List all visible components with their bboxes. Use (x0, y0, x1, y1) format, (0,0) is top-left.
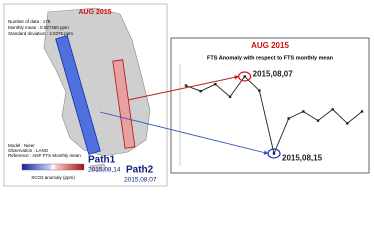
path-date: 2015,08,14 (88, 167, 121, 174)
point (360, 110, 364, 113)
note: Observation : LANG (8, 148, 49, 153)
point (316, 119, 320, 122)
point (272, 152, 276, 155)
path1-strip (55, 35, 101, 155)
note: Model : Nieer (8, 143, 35, 148)
path1-swath (55, 35, 101, 155)
point (243, 75, 246, 78)
point (214, 83, 217, 86)
point (302, 110, 305, 113)
point (184, 84, 188, 87)
path-date: 2015,08,07 (124, 177, 157, 184)
path-name: Path1 (88, 155, 116, 166)
stat: Monthly mean : 0.027450 ppm (8, 25, 69, 30)
island (89, 163, 107, 172)
colorbar-label: XCO2 anomaly (ppm) (31, 175, 75, 180)
path2-strip (112, 59, 136, 149)
point (228, 95, 232, 98)
point (287, 117, 290, 120)
stat: Number of data : 179 (8, 19, 51, 24)
colorbar (21, 163, 85, 171)
point (258, 89, 261, 92)
inset-title: FTS Anomaly with respect to FTS monthly … (207, 55, 334, 61)
figure: AUG 2015 Number of data : 179 Monthly me… (3, 3, 370, 187)
arrow (99, 111, 269, 155)
point (346, 122, 349, 125)
annotation: 2015,08,15 (282, 154, 323, 163)
point (331, 108, 334, 111)
stat: Standard deviation : 4.0375 ppm (8, 31, 73, 36)
path2-swath (112, 59, 136, 149)
note: Reference : ANP FTS Monthly mean (8, 153, 81, 158)
path-name: Path2 (126, 165, 154, 176)
point (199, 90, 202, 93)
arrow (127, 75, 240, 101)
inset-heading: AUG 2015 (251, 41, 289, 50)
annotation: 2015,08,07 (253, 70, 294, 79)
map-title: AUG 2015 (78, 9, 111, 16)
